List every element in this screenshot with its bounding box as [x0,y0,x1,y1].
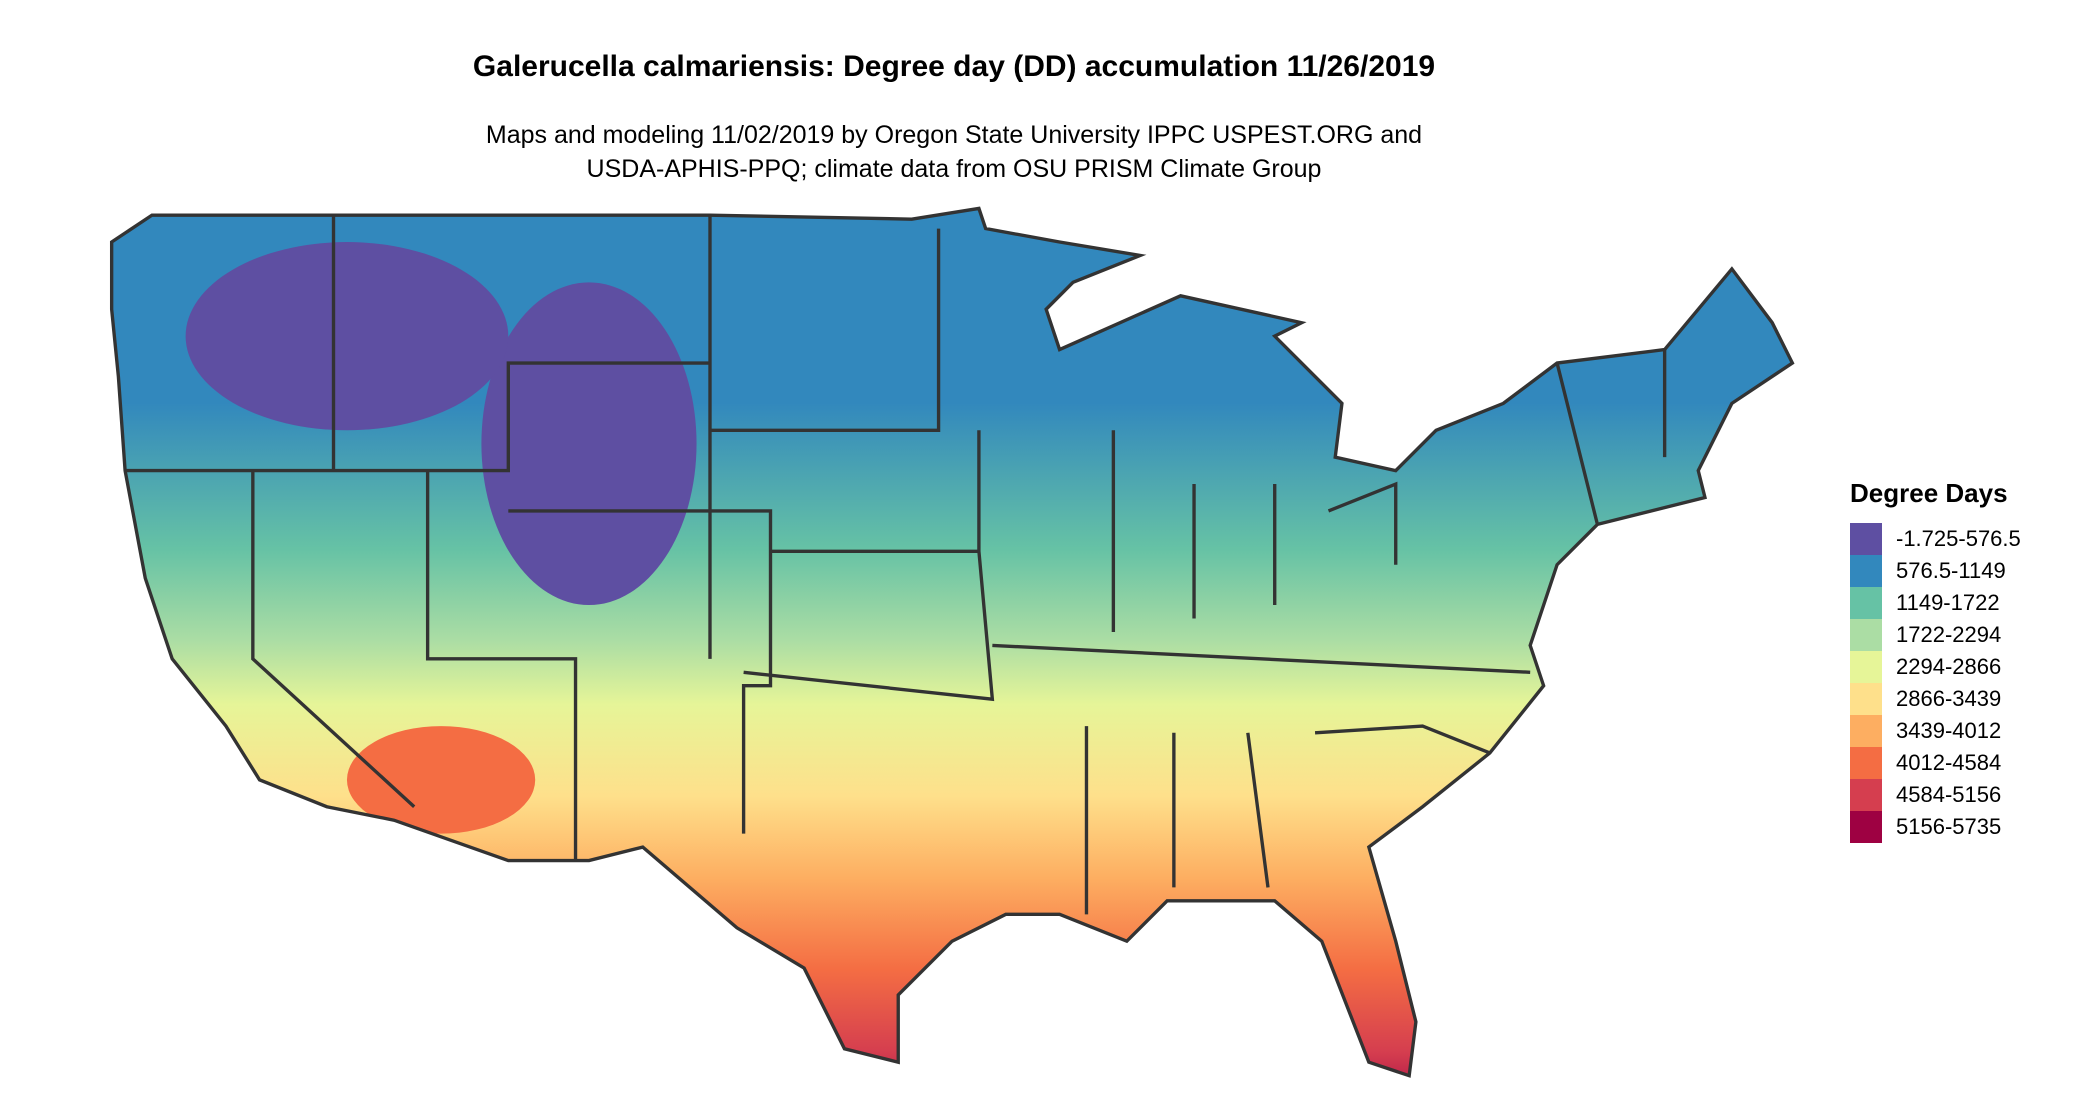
legend-item: 3439-4012 [1850,715,2021,747]
legend-swatch [1850,747,1882,779]
legend-item: 2866-3439 [1850,683,2021,715]
subtitle-line-1: Maps and modeling 11/02/2019 by Oregon S… [485,121,1423,149]
legend-label: 576.5-1149 [1896,558,2006,583]
legend-swatch [1850,555,1882,587]
legend-swatch [1850,811,1882,843]
legend-swatch [1850,683,1882,715]
map-title: Galerucella calmariensis: Degree day (DD… [472,50,1436,83]
legend-label: 2294-2866 [1896,654,2002,679]
legend-label: 2866-3439 [1896,686,2002,711]
state-borders [109,206,1795,1078]
legend-label: 4012-4584 [1896,750,2002,775]
legend-label: -1.725-576.5 [1896,526,2021,551]
rockies-cold-zone [481,282,697,606]
legend-label: 4584-5156 [1896,782,2002,807]
subtitle-line-2: USDA-APHIS-PPQ; climate data from OSU PR… [586,155,1322,183]
legend-swatch [1850,523,1882,555]
legend-item: 4584-5156 [1850,779,2021,811]
legend-swatch [1850,619,1882,651]
map-subtitle: Maps and modeling 11/02/2019 by Oregon S… [0,118,1908,186]
legend-item: 4012-4584 [1850,747,2021,779]
legend-item: 1722-2294 [1850,619,2021,651]
legend-label: 3439-4012 [1896,718,2002,743]
legend-swatch [1850,587,1882,619]
legend-swatch [1850,651,1882,683]
legend-item: 1149-1722 [1850,587,2021,619]
legend-label: 5156-5735 [1896,814,2002,839]
desert-hot-zone [346,726,536,834]
legend-label: 1722-2294 [1896,622,2002,647]
legend-swatch [1850,779,1882,811]
legend: Degree Days -1.725-576.5 576.5-1149 1149-1… [1850,478,2021,843]
legend-swatch [1850,715,1882,747]
legend-item: 2294-2866 [1850,651,2021,683]
legend-item: 5156-5735 [1850,811,2021,843]
northern-rockies-cold-zone [185,242,509,431]
legend-item: 576.5-1149 [1850,555,2021,587]
legend-label: 1149-1722 [1896,590,2000,615]
legend-title: Degree Days [1850,478,2008,508]
legend-item: -1.725-576.5 [1850,523,2021,555]
